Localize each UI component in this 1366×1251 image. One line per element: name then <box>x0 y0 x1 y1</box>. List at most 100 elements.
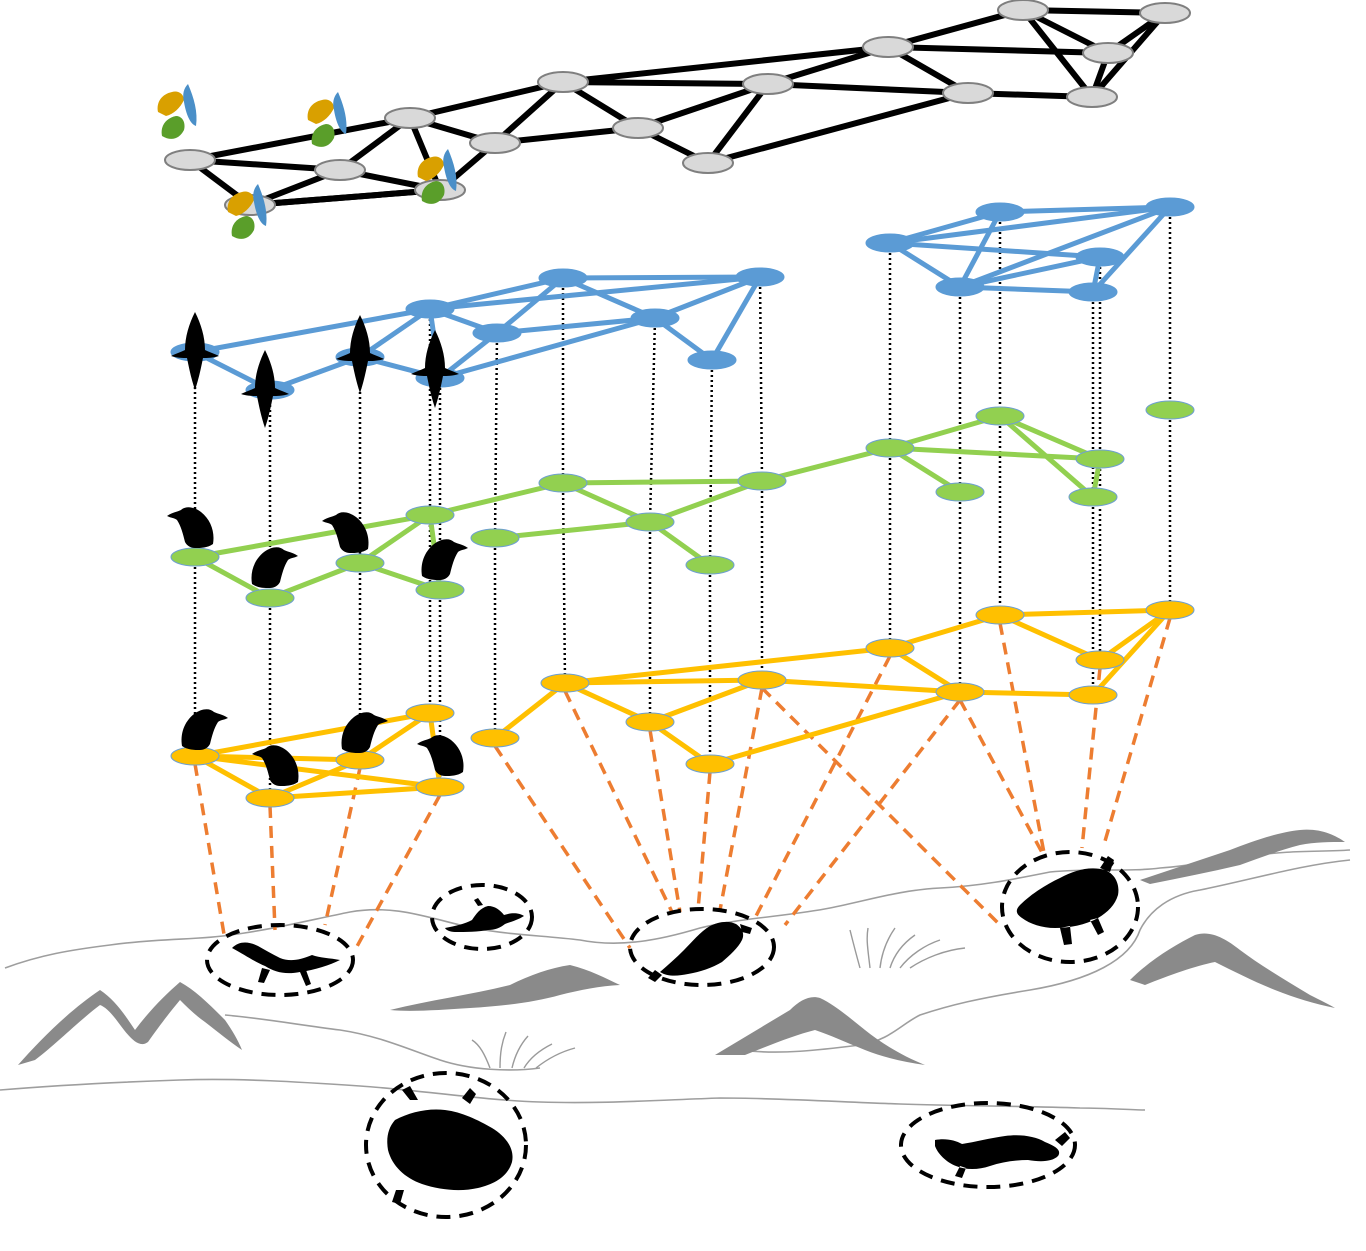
feeding-link <box>193 763 227 941</box>
aggregate-node <box>682 152 734 174</box>
aggregate-node <box>469 132 521 154</box>
aggregate-edge <box>887 7 1024 50</box>
yellow-node <box>245 788 295 808</box>
egyptian-vulture-perched-icon <box>252 745 299 786</box>
yellow-edge <box>709 689 961 767</box>
mountain-right-icon <box>1130 933 1335 1008</box>
feeding-link <box>563 690 674 913</box>
blue-node <box>687 350 737 370</box>
aggregate-edge <box>705 82 771 165</box>
blue-edge <box>562 274 761 281</box>
aggregate-node <box>942 82 994 104</box>
griffon-vulture-flying-icon <box>241 350 289 428</box>
yellow-edge <box>194 710 431 759</box>
feeding-link <box>753 655 892 919</box>
aggregate-node <box>1139 2 1191 24</box>
aggregate-edge <box>562 79 769 87</box>
yellow-edge <box>649 677 763 725</box>
vulture-trio-icon <box>307 92 347 147</box>
interlayer-link <box>708 359 714 566</box>
feeding-link <box>958 699 1047 859</box>
green-node <box>415 580 465 600</box>
yellow-node <box>625 712 675 732</box>
bull-carcass-icon <box>1016 856 1119 945</box>
aggregate-edge <box>492 79 566 146</box>
mountain-center-left-icon <box>390 965 620 1011</box>
green-node <box>335 553 385 573</box>
blue-edge <box>496 315 656 336</box>
carcass-site-6 <box>899 1101 1077 1189</box>
blue-network-layer <box>170 197 1195 400</box>
aggregate-node <box>997 0 1049 21</box>
aggregate-edge <box>1020 8 1095 99</box>
green-node <box>405 505 455 525</box>
green-node <box>935 482 985 502</box>
blue-edge <box>654 274 761 321</box>
carcass-ring <box>1000 850 1140 964</box>
green-edge <box>429 480 564 518</box>
blue-node <box>735 267 785 287</box>
terrain-line-upper <box>4 849 1351 969</box>
deer-carcass-icon <box>445 898 524 932</box>
yellow-node <box>737 670 787 690</box>
blue-edge <box>957 210 1003 289</box>
interlayer-link <box>648 317 657 523</box>
aggregate-edge <box>637 81 769 131</box>
green-node <box>737 471 787 491</box>
yellow-edge <box>493 681 567 740</box>
carcass-group <box>205 850 1140 1219</box>
landscape-background <box>0 829 1351 1111</box>
green-node <box>470 528 520 548</box>
vulture-trio-icon <box>417 149 457 204</box>
aggregate-node <box>1082 42 1134 64</box>
blue-node <box>1145 197 1195 217</box>
feeding-link <box>760 686 1002 927</box>
blue-edge <box>429 275 564 312</box>
interlayer-link <box>758 276 764 482</box>
green-edge <box>889 445 1101 462</box>
aggregate-edge <box>249 187 441 208</box>
green-edge <box>998 414 1095 499</box>
green-node <box>975 406 1025 426</box>
blue-node <box>975 202 1025 222</box>
aggregate-node <box>384 107 436 129</box>
feeding-link <box>783 698 962 927</box>
griffon-vulture-flying-icon <box>411 330 459 408</box>
aggregate-node <box>742 73 794 95</box>
cow-carcass-icon <box>648 921 752 982</box>
aggregate-node <box>862 36 914 58</box>
blue-edge <box>889 204 1171 246</box>
carcass-site-4 <box>1000 850 1140 964</box>
green-node <box>1075 449 1125 469</box>
green-node <box>538 473 588 493</box>
cinereous-vulture-perched-icon <box>421 539 468 580</box>
cinereous-vulture-perched-icon <box>167 507 214 548</box>
deer-carcass-icon <box>232 942 340 986</box>
egyptian-vulture-perched-icon <box>417 735 464 776</box>
goat-carcass-icon <box>935 1132 1070 1178</box>
green-edge <box>761 445 891 484</box>
green-node <box>625 512 675 532</box>
carcass-ring <box>205 923 355 997</box>
cinereous-vulture-perched-icon <box>251 547 298 588</box>
aggregate-node <box>537 71 589 93</box>
yellow-node <box>405 703 455 723</box>
feeding-link <box>648 729 682 913</box>
griffon-vulture-flying-icon <box>171 312 219 390</box>
yellow-node <box>935 682 985 702</box>
yellow-edge <box>269 784 441 801</box>
egyptian-vulture-perched-icon <box>341 712 388 753</box>
carcass-site-3 <box>628 907 776 987</box>
green-node <box>1145 400 1195 420</box>
green-node <box>685 555 735 575</box>
carcass-site-2 <box>430 883 534 951</box>
carcass-site-5 <box>364 1071 528 1219</box>
green-node <box>245 588 295 608</box>
mountain-center-icon <box>715 997 925 1065</box>
yellow-node <box>470 728 520 748</box>
blue-node <box>538 268 588 288</box>
blue-node <box>865 233 915 253</box>
green-edge <box>562 478 763 486</box>
yellow-node <box>975 605 1025 625</box>
